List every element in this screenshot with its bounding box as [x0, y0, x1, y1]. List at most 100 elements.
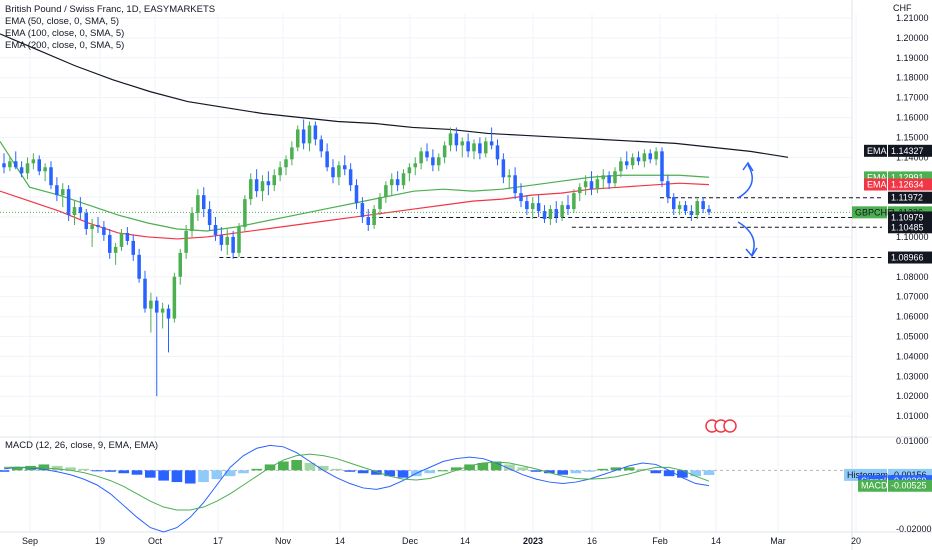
time-tick-label: Feb	[652, 536, 668, 546]
histogram-bar	[171, 470, 183, 483]
candle-body	[677, 205, 682, 210]
down-arrow	[737, 221, 755, 256]
time-axis[interactable]: Sep 19 Oct 17 Nov 14 Dec 14 2023 16 Feb 14 Mar 20	[22, 536, 861, 546]
histogram-bar	[530, 470, 542, 472]
candle-body	[607, 175, 611, 184]
candle-body	[413, 163, 418, 168]
ema50-line	[0, 141, 710, 232]
histogram-bar	[544, 470, 555, 474]
candle-body	[530, 203, 535, 210]
price-value: 1.14327	[891, 146, 924, 156]
price-tags: 1.14327EMA1.12991EMA1.12634EMA1.11236GBP…	[844, 144, 932, 492]
histogram-bar	[490, 461, 502, 471]
event-flags-icon[interactable]	[705, 419, 737, 433]
histogram-bar	[184, 470, 196, 484]
candle-body	[436, 157, 441, 166]
histogram-bar	[371, 470, 382, 475]
histogram-bar	[637, 468, 648, 471]
candle-body	[201, 195, 206, 210]
histogram-bar	[570, 470, 582, 474]
histogram-bar	[623, 467, 635, 471]
candle-body	[636, 157, 641, 162]
time-tick-label: 16	[587, 536, 597, 546]
macd-value: -0.00525	[891, 481, 927, 491]
histogram-bar	[65, 467, 76, 471]
histogram-bar	[38, 464, 50, 471]
histogram-bar	[131, 470, 143, 475]
up-arrow-head	[742, 161, 754, 172]
macd-tick-label: -0.02000	[896, 524, 932, 534]
price-name: EMA	[867, 180, 887, 190]
projection-arrows	[737, 161, 758, 258]
ema50-legend[interactable]: EMA (50, close, 0, SMA, 5)	[5, 16, 120, 27]
candle-body	[683, 205, 688, 212]
candle-body	[572, 193, 576, 210]
level-tag	[888, 251, 932, 264]
price-tick-label: 1.03000	[896, 371, 929, 381]
candle-body	[178, 252, 183, 277]
candle-body	[554, 209, 559, 218]
time-tick-label: 14	[460, 536, 470, 546]
ema200-line	[0, 33, 789, 158]
candle-body	[536, 203, 541, 212]
candle-body	[478, 143, 482, 154]
macd-name: Histogram	[847, 470, 888, 480]
ema100-legend[interactable]: EMA (100, close, 0, SMA, 5)	[5, 28, 125, 39]
time-tick-label: Sep	[22, 536, 38, 546]
candle-body	[472, 143, 476, 152]
level-tag	[888, 221, 932, 234]
candle-body	[425, 151, 429, 158]
candle-body	[213, 225, 218, 235]
price-tick-label: 1.06000	[896, 312, 929, 322]
candle-body	[689, 211, 694, 216]
candle-body	[501, 159, 506, 178]
candle-body	[431, 157, 435, 166]
candle-body	[483, 141, 488, 154]
price-tick-label: 1.18000	[896, 73, 929, 83]
candle-body	[513, 175, 517, 194]
price-name: EMA	[867, 172, 887, 182]
level-value: 1.10485	[891, 222, 924, 232]
symbol-title[interactable]: British Pound / Swiss Franc, 1D, EASYMAR…	[5, 4, 216, 15]
candle-body	[360, 203, 365, 218]
price-value: 1.12634	[891, 180, 924, 190]
candle-body	[125, 232, 130, 241]
candle-body	[137, 254, 141, 279]
candle-body	[301, 129, 306, 144]
candle-body	[260, 181, 265, 192]
candle-body	[331, 167, 335, 178]
level-tag	[888, 191, 932, 204]
candle-body	[43, 167, 47, 172]
histogram-bar	[211, 470, 223, 480]
horizontal-levels	[219, 197, 882, 259]
candle-body	[460, 141, 465, 146]
candle-body	[231, 236, 235, 253]
candle-body	[131, 240, 136, 255]
candle-body	[624, 161, 629, 166]
histogram-bar	[517, 467, 529, 471]
currency-label: CHF	[893, 3, 912, 13]
histogram-bar	[690, 470, 702, 477]
price-axis[interactable]: 1.21000 1.20000 1.19000 1.18000 1.17000 1.160…	[896, 13, 932, 534]
candle-body	[542, 211, 547, 220]
candle-body	[319, 139, 324, 152]
macd-legend[interactable]: MACD (12, 26, close, 9, EMA, EMA)	[5, 440, 159, 451]
price-name-tag	[864, 178, 887, 191]
candle-body	[102, 226, 106, 235]
candle-body	[160, 308, 165, 313]
candle-body	[31, 159, 36, 164]
candle-body	[325, 151, 329, 168]
ema200-legend[interactable]: EMA (200, close, 0, SMA, 5)	[5, 40, 125, 51]
price-name-tag	[852, 206, 887, 219]
candle-body	[566, 205, 570, 210]
candle-body	[495, 145, 500, 160]
candles	[0, 119, 852, 397]
candle-body	[13, 161, 18, 168]
time-tick-label: 2023	[523, 536, 543, 546]
macd-pane	[0, 444, 852, 533]
histogram-bar	[78, 468, 90, 471]
candle-body	[389, 179, 394, 186]
candle-body	[237, 226, 241, 253]
level-value: 1.08966	[891, 253, 924, 263]
